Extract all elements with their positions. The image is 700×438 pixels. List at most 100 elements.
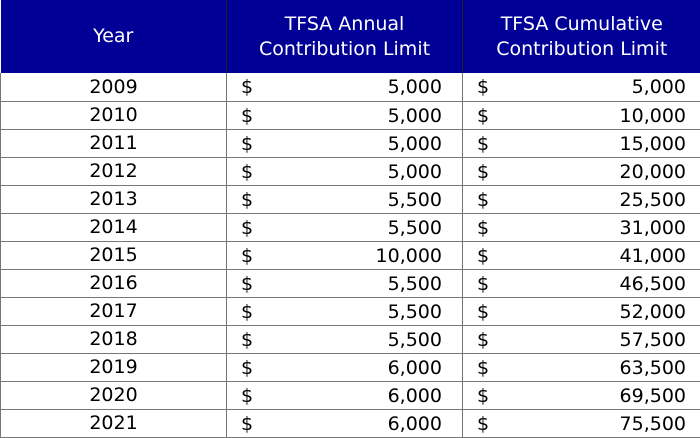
header-annual-limit: TFSA Annual Contribution Limit	[226, 0, 463, 73]
annual-amount: 5,500	[387, 272, 442, 295]
cumulative-limit-cell: $57,500	[462, 325, 700, 354]
cumulative-limit-cell: $15,000	[462, 129, 700, 158]
annual-amount: 6,000	[387, 356, 442, 379]
annual-amount: 5,000	[387, 132, 442, 155]
currency-symbol: $	[477, 132, 490, 155]
year-cell: 2010	[0, 101, 227, 130]
year-cell: 2016	[0, 269, 227, 298]
annual-limit-cell: $5,500	[226, 213, 463, 242]
year-cell: 2019	[0, 353, 227, 382]
cumulative-limit-cell: $75,500	[462, 409, 700, 438]
cumulative-limit-cell: $25,500	[462, 185, 700, 214]
cumulative-limit-cell: $5,000	[462, 73, 700, 102]
currency-symbol: $	[241, 104, 254, 127]
currency-symbol: $	[241, 244, 254, 267]
currency-symbol: $	[241, 328, 254, 351]
table-row: 2021 $6,000 $75,500	[0, 409, 700, 438]
currency-symbol: $	[241, 356, 254, 379]
cumulative-limit-cell: $31,000	[462, 213, 700, 242]
cumulative-limit-cell: $69,500	[462, 381, 700, 410]
cumulative-amount: 31,000	[619, 216, 686, 239]
currency-symbol: $	[241, 76, 254, 98]
cumulative-amount: 69,500	[619, 384, 686, 407]
currency-symbol: $	[477, 328, 490, 351]
annual-limit-cell: $5,000	[226, 157, 463, 186]
header-row: Year TFSA Annual Contribution Limit TFSA …	[0, 0, 700, 73]
table-row: 2015 $10,000 $41,000	[0, 241, 700, 270]
currency-symbol: $	[477, 216, 490, 239]
cumulative-limit-cell: $20,000	[462, 157, 700, 186]
currency-symbol: $	[477, 76, 490, 98]
annual-amount: 10,000	[375, 244, 442, 267]
currency-symbol: $	[241, 384, 254, 407]
cumulative-amount: 75,500	[619, 412, 686, 435]
currency-symbol: $	[477, 356, 490, 379]
cumulative-amount: 63,500	[619, 356, 686, 379]
year-cell: 2014	[0, 213, 227, 242]
annual-amount: 5,000	[387, 76, 442, 98]
cumulative-amount: 52,000	[619, 300, 686, 323]
annual-limit-cell: $5,500	[226, 185, 463, 214]
table-row: 2016 $5,500 $46,500	[0, 269, 700, 298]
cumulative-amount: 25,500	[619, 188, 686, 211]
cumulative-amount: 57,500	[619, 328, 686, 351]
currency-symbol: $	[477, 160, 490, 183]
currency-symbol: $	[241, 412, 254, 435]
annual-limit-cell: $10,000	[226, 241, 463, 270]
annual-limit-cell: $6,000	[226, 381, 463, 410]
annual-amount: 5,000	[387, 104, 442, 127]
annual-amount: 5,500	[387, 300, 442, 323]
cumulative-amount: 46,500	[619, 272, 686, 295]
annual-amount: 5,500	[387, 216, 442, 239]
table-row: 2018 $5,500 $57,500	[0, 325, 700, 354]
annual-amount: 6,000	[387, 384, 442, 407]
cumulative-limit-cell: $41,000	[462, 241, 700, 270]
annual-limit-cell: $5,000	[226, 129, 463, 158]
year-cell: 2015	[0, 241, 227, 270]
year-cell: 2021	[0, 409, 227, 438]
currency-symbol: $	[241, 272, 254, 295]
annual-amount: 6,000	[387, 412, 442, 435]
table-row: 2020 $6,000 $69,500	[0, 381, 700, 410]
year-cell: 2020	[0, 381, 227, 410]
currency-symbol: $	[241, 132, 254, 155]
year-cell: 2011	[0, 129, 227, 158]
currency-symbol: $	[477, 104, 490, 127]
currency-symbol: $	[477, 300, 490, 323]
table-row: 2019 $6,000 $63,500	[0, 353, 700, 382]
currency-symbol: $	[477, 188, 490, 211]
annual-limit-cell: $5,500	[226, 269, 463, 298]
year-cell: 2017	[0, 297, 227, 326]
header-cumulative-limit: TFSA Cumulative Contribution Limit	[462, 0, 700, 73]
cumulative-amount: 15,000	[619, 132, 686, 155]
annual-amount: 5,500	[387, 188, 442, 211]
cumulative-limit-cell: $63,500	[462, 353, 700, 382]
table-row: 2012 $5,000 $20,000	[0, 157, 700, 186]
table-row: 2014 $5,500 $31,000	[0, 213, 700, 242]
annual-limit-cell: $5,500	[226, 325, 463, 354]
year-cell: 2012	[0, 157, 227, 186]
table-row: 2013 $5,500 $25,500	[0, 185, 700, 214]
annual-limit-cell: $6,000	[226, 409, 463, 438]
currency-symbol: $	[241, 300, 254, 323]
currency-symbol: $	[477, 384, 490, 407]
table-row: 2009 $5,000 $5,000	[0, 73, 700, 102]
cumulative-limit-cell: $46,500	[462, 269, 700, 298]
table-row: 2017 $5,500 $52,000	[0, 297, 700, 326]
currency-symbol: $	[241, 216, 254, 239]
year-cell: 2018	[0, 325, 227, 354]
currency-symbol: $	[241, 188, 254, 211]
table-row: 2010 $5,000 $10,000	[0, 101, 700, 130]
currency-symbol: $	[477, 244, 490, 267]
cumulative-amount: 41,000	[619, 244, 686, 267]
cumulative-amount: 10,000	[619, 104, 686, 127]
annual-limit-cell: $5,000	[226, 73, 463, 102]
cumulative-limit-cell: $52,000	[462, 297, 700, 326]
year-cell: 2013	[0, 185, 227, 214]
annual-amount: 5,000	[387, 160, 442, 183]
currency-symbol: $	[477, 412, 490, 435]
year-cell: 2009	[0, 73, 227, 102]
cumulative-limit-cell: $10,000	[462, 101, 700, 130]
cumulative-amount: 20,000	[619, 160, 686, 183]
